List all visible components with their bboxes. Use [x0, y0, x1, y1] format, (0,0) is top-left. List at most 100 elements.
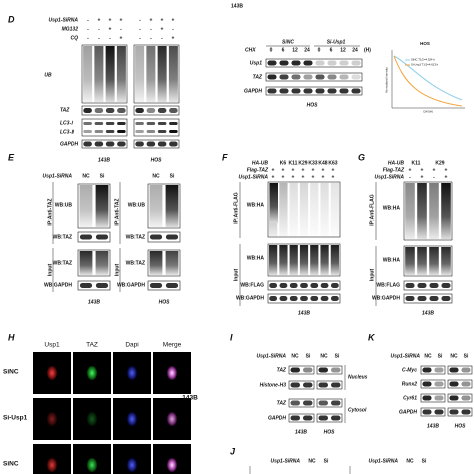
label: NC	[320, 353, 328, 359]
band	[422, 409, 432, 415]
label: HOS	[324, 429, 336, 435]
band	[146, 108, 156, 113]
band	[169, 122, 178, 125]
label: H	[8, 332, 15, 342]
label: HOS	[455, 423, 467, 429]
band	[94, 130, 104, 133]
label: Input	[369, 269, 375, 282]
label: +	[292, 167, 295, 173]
blot	[288, 413, 315, 423]
label: LC3-Ⅰ	[60, 120, 74, 126]
blot	[288, 365, 315, 375]
label: 24	[304, 47, 310, 53]
label: -	[150, 26, 152, 32]
label: +	[421, 167, 424, 173]
band	[169, 141, 178, 147]
blot	[147, 280, 181, 291]
label: +	[172, 35, 175, 41]
band	[267, 88, 277, 94]
band	[267, 60, 277, 66]
smear	[279, 245, 288, 275]
smear	[441, 183, 451, 239]
blot	[133, 118, 180, 137]
smear	[83, 46, 93, 102]
smear	[417, 183, 427, 239]
label: HOS	[307, 102, 319, 108]
band	[290, 415, 300, 421]
band	[434, 367, 444, 373]
label: NC	[424, 353, 432, 359]
label: +	[272, 167, 275, 173]
band	[105, 141, 115, 147]
blot	[288, 380, 315, 390]
label: GAPDH	[244, 88, 262, 94]
label: +	[322, 167, 325, 173]
band	[135, 130, 144, 133]
blot	[81, 105, 128, 116]
label: +	[421, 174, 424, 180]
label: +	[322, 174, 325, 180]
label: WB:GAPDH	[236, 295, 264, 301]
band	[269, 296, 278, 301]
label: Normalized Intensity	[385, 67, 389, 93]
label: NC	[450, 353, 458, 359]
blot	[265, 72, 363, 82]
nucleus	[47, 366, 57, 380]
label: G	[358, 152, 365, 162]
smear	[310, 245, 319, 275]
label: (H)	[364, 47, 371, 53]
label: +	[109, 17, 112, 23]
nucleus	[167, 366, 177, 380]
label: NC	[291, 353, 299, 359]
band	[105, 108, 115, 113]
label: C-Myc	[402, 367, 417, 373]
band	[117, 108, 126, 113]
label: Usp1	[44, 342, 60, 349]
band	[339, 88, 349, 94]
band	[327, 74, 337, 80]
band	[434, 409, 444, 415]
label: K33	[308, 160, 317, 166]
smear	[289, 245, 298, 275]
band	[351, 88, 361, 94]
band	[165, 283, 179, 288]
label: -	[150, 35, 152, 41]
nucleus	[127, 458, 137, 472]
smear	[320, 245, 329, 275]
band	[303, 88, 313, 94]
label: +	[272, 174, 275, 180]
band	[318, 400, 328, 406]
smear	[405, 247, 415, 275]
band	[318, 382, 328, 388]
band	[315, 74, 325, 80]
axis	[249, 466, 351, 474]
band	[157, 108, 167, 113]
band	[351, 74, 361, 80]
label: +	[120, 35, 123, 41]
label: +	[302, 174, 305, 180]
band	[279, 88, 289, 94]
band	[165, 234, 179, 240]
band	[269, 283, 278, 288]
label: K6	[280, 160, 287, 166]
label: Usp1	[250, 60, 262, 66]
label: Usp1-SiRNA	[257, 353, 287, 359]
band	[83, 122, 92, 125]
smear	[270, 183, 278, 223]
band	[146, 141, 156, 147]
band	[461, 409, 471, 415]
band	[303, 367, 313, 373]
label: HOS	[420, 41, 430, 46]
label: +	[109, 26, 112, 32]
blot	[447, 365, 473, 375]
band	[310, 283, 319, 288]
blot	[288, 398, 315, 408]
label: Si	[306, 353, 311, 359]
band	[135, 122, 144, 125]
band	[331, 382, 341, 388]
band	[300, 283, 308, 288]
band	[351, 60, 361, 66]
band	[157, 141, 167, 147]
label: 12	[340, 47, 346, 53]
